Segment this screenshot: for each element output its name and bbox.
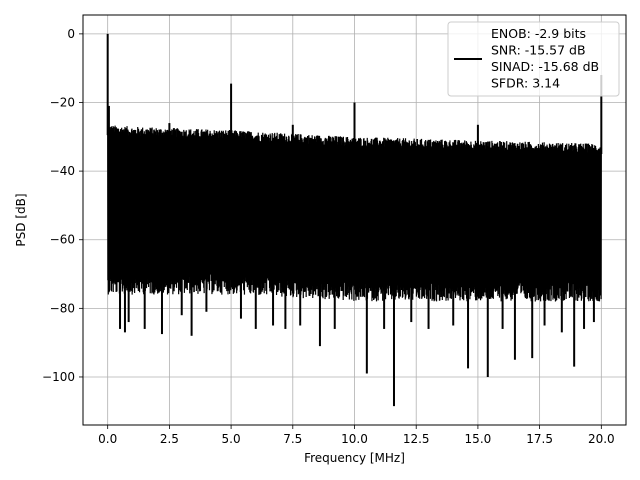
x-tick-label: 5.0: [222, 432, 241, 446]
ticks: 0.0 2.5 5.0 7.5 10.0 12.5 15.0 17.5 20.0 0 −20 −40 −…: [42, 27, 615, 446]
legend-label-enob: ENOB: -2.9 bits: [491, 26, 586, 41]
x-tick-label: 17.5: [526, 432, 553, 446]
y-tick-label: −80: [50, 301, 75, 315]
x-tick-label: 15.0: [465, 432, 492, 446]
x-tick-label: 2.5: [160, 432, 179, 446]
y-tick-label: 0: [67, 27, 75, 41]
legend-label-snr: SNR: -15.57 dB: [491, 43, 586, 58]
y-tick-label: −100: [42, 370, 75, 384]
x-tick-label: 10.0: [341, 432, 368, 446]
x-tick-label: 12.5: [403, 432, 430, 446]
legend-box: [447, 21, 620, 97]
x-tick-label: 20.0: [588, 432, 615, 446]
legend: ENOB: -2.9 bits SNR: -15.57 dB SINAD: -1…: [447, 21, 620, 97]
y-tick-label: −60: [50, 233, 75, 247]
plot-area: [106, 33, 603, 407]
psd-noise-band: [107, 138, 602, 275]
y-tick-label: −40: [50, 164, 75, 178]
y-tick-label: −20: [50, 95, 75, 109]
legend-label-sinad: SINAD: -15.68 dB: [491, 59, 599, 74]
x-tick-label: 0.0: [98, 432, 117, 446]
x-axis-label: Frequency [MHz]: [304, 451, 405, 465]
x-tick-label: 7.5: [283, 432, 302, 446]
y-axis-label: PSD [dB]: [14, 193, 28, 246]
legend-label-sfdr: SFDR: 3.14: [491, 76, 560, 91]
